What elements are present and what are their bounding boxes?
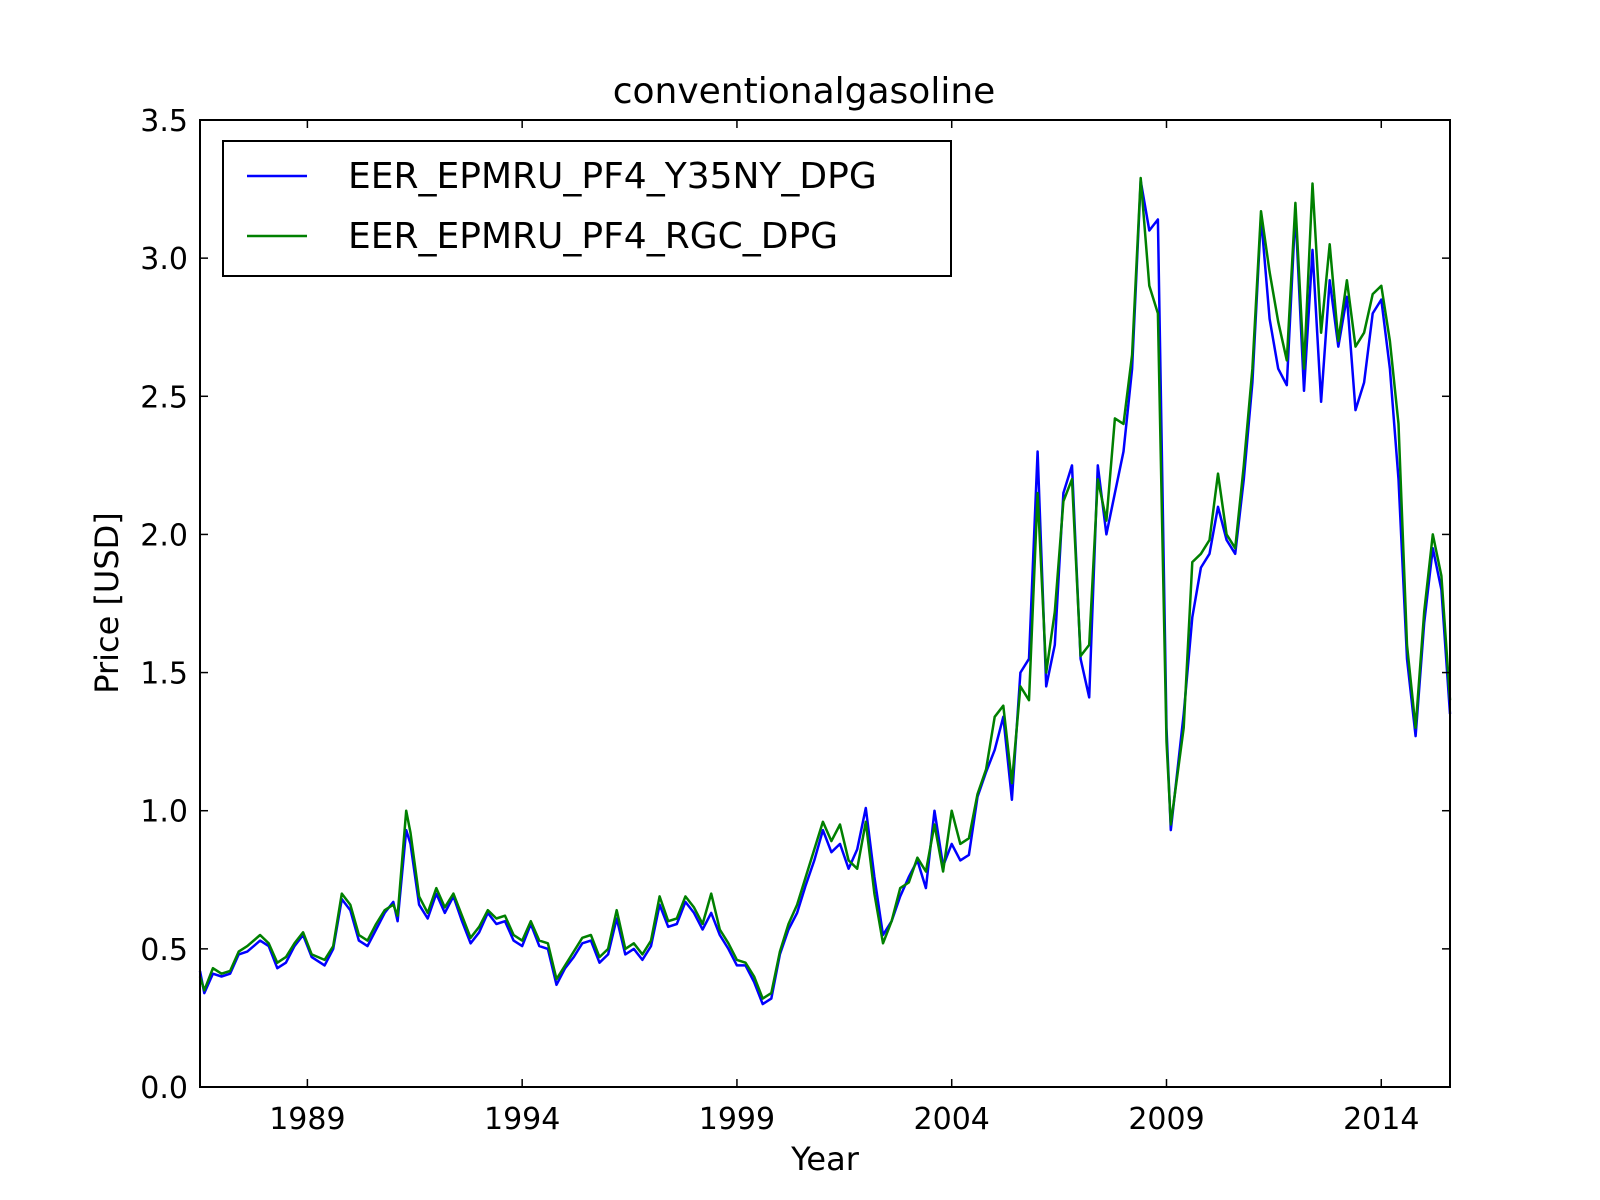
x-tick-label: 1994: [484, 1102, 560, 1137]
x-axis-label: Year: [790, 1140, 860, 1178]
y-tick-label: 3.0: [140, 242, 188, 277]
x-tick-label: 2004: [914, 1102, 990, 1137]
legend-label-y35ny: EER_EPMRU_PF4_Y35NY_DPG: [348, 156, 877, 197]
y-tick-label: 3.5: [140, 104, 188, 139]
y-tick-label: 2.0: [140, 518, 188, 553]
series-layer: [198, 176, 1452, 1006]
legend-label-rgc: EER_EPMRU_PF4_RGC_DPG: [348, 216, 838, 257]
legend: EER_EPMRU_PF4_Y35NY_DPG EER_EPMRU_PF4_RG…: [222, 140, 952, 277]
x-tick-label: 2009: [1128, 1102, 1204, 1137]
y-tick-label: 2.5: [140, 380, 188, 415]
y-axis-label: Price [USD]: [88, 512, 126, 694]
y-tick-label: 0.5: [140, 933, 188, 968]
plot-area: [200, 120, 1450, 1087]
x-tick-label: 2014: [1343, 1102, 1419, 1137]
series-line-rgc: [198, 176, 1452, 1000]
y-tick-label: 0.0: [140, 1071, 188, 1106]
x-tick-label: 1989: [269, 1102, 345, 1137]
y-tick-label: 1.5: [140, 657, 188, 692]
y-tick-label: 1.0: [140, 795, 188, 830]
x-tick-label: 1999: [699, 1102, 775, 1137]
legend-box: [222, 140, 952, 277]
plot-frame: [199, 119, 1451, 1088]
chart-title: conventionalgasoline: [613, 71, 996, 112]
tick-layer: 1989 1994 1999 2004 2009 2014 0.0 0.5 1.0 1.5 2.0 2…: [140, 104, 1450, 1137]
